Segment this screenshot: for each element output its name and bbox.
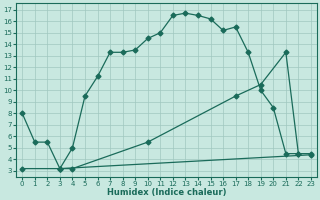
X-axis label: Humidex (Indice chaleur): Humidex (Indice chaleur) xyxy=(107,188,226,197)
